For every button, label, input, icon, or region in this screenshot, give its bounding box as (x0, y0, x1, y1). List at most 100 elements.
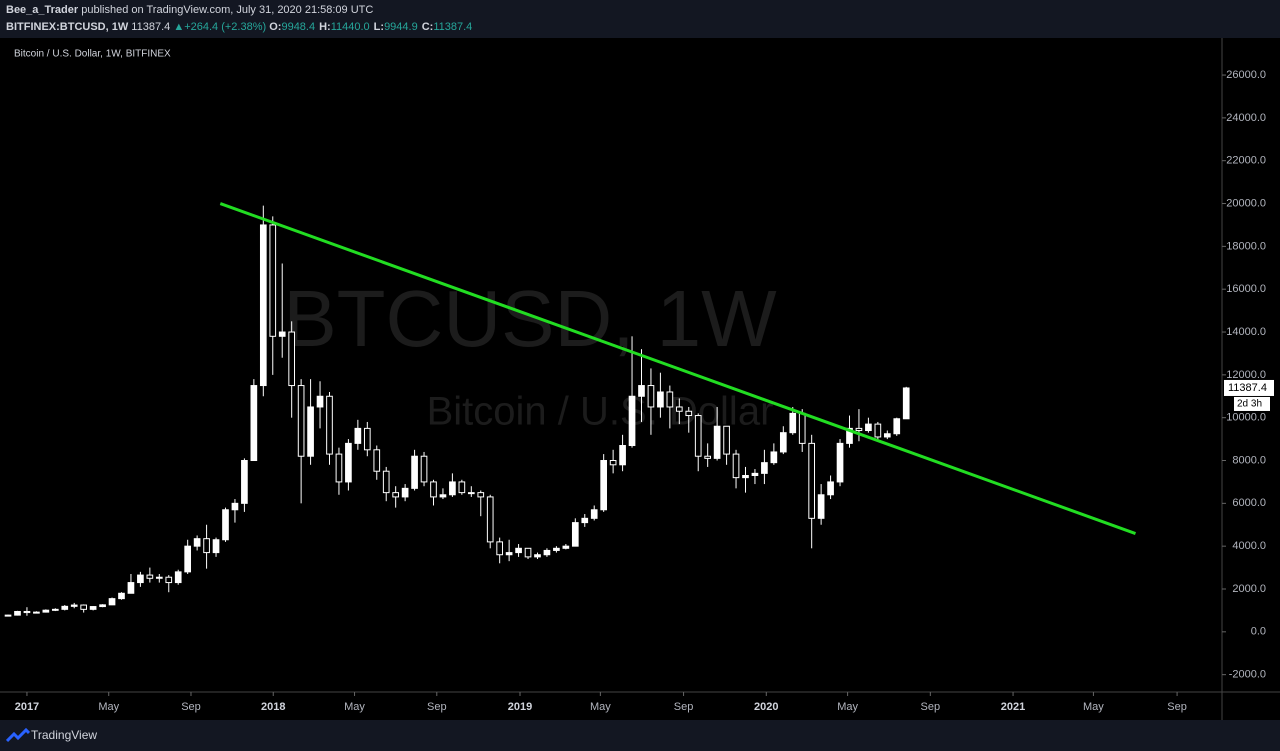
candle-body (723, 425, 730, 455)
y-tick-label: 22000.0 (1226, 155, 1266, 167)
x-tick-label: 2019 (508, 701, 532, 713)
candle-body (477, 492, 485, 498)
candle-body (392, 492, 400, 498)
candle-body (865, 423, 872, 432)
candle-body (553, 547, 560, 551)
x-tick-label: 2020 (754, 701, 778, 713)
ohlc-label: L: (373, 21, 385, 33)
last: 11387.4 (131, 21, 171, 33)
candle-body (269, 224, 277, 337)
candle-body (675, 406, 683, 412)
candle-body (855, 427, 863, 432)
ohlc-label: H: (319, 21, 331, 33)
symbol: BITFINEX:BTCUSD, 1W (6, 21, 129, 33)
y-tick-label: 6000.0 (1232, 497, 1266, 509)
countdown-box (1234, 396, 1270, 411)
candle-body (42, 609, 50, 613)
candle-body (694, 415, 702, 457)
candle-body (80, 604, 88, 610)
candle-body (439, 494, 447, 498)
candle-body (288, 331, 296, 387)
candle-body (449, 481, 456, 496)
candle-body (666, 391, 674, 408)
change: +264.4 (+2.38%) (184, 21, 267, 33)
chart: BTCUSD, 1W Bitcoin / U.S. Dollar Bitcoin… (0, 38, 1280, 720)
countdown: 2d 3h (1237, 399, 1262, 410)
candle-body (297, 385, 305, 457)
author[interactable]: Bee_a_Trader (6, 4, 79, 16)
candles (4, 205, 910, 617)
candle-body (798, 412, 806, 444)
candle-body (382, 470, 390, 494)
published: published on TradingView.com, July 31, 2… (81, 4, 374, 16)
candle-body (467, 492, 475, 495)
arrow: ▲ (173, 21, 185, 33)
candle-body (326, 395, 333, 455)
candle-body (61, 605, 69, 610)
candle-body (316, 395, 324, 408)
y-tick-label: 24000.0 (1226, 112, 1266, 124)
x-tick-label: Sep (181, 701, 201, 713)
candle-body (836, 442, 844, 483)
candle-body (515, 547, 522, 554)
x-tick-label: 2018 (261, 701, 285, 713)
candle-body (486, 496, 494, 543)
candle-body (571, 522, 579, 547)
y-tick-label: 10000.0 (1226, 412, 1266, 424)
candle-body (99, 604, 106, 608)
candle-body (827, 481, 834, 496)
candle-body (278, 331, 286, 337)
candle-body (250, 385, 258, 462)
candle-body (363, 427, 371, 451)
candle-body (770, 451, 778, 464)
candle-body (590, 509, 598, 519)
candle-body (779, 432, 787, 453)
candle-body (458, 481, 466, 494)
candle-body (222, 509, 229, 541)
candle-body (761, 462, 768, 474)
candle-body (307, 406, 314, 457)
candle-body (846, 427, 853, 444)
candle-body (401, 487, 409, 498)
candle-body (146, 574, 154, 579)
trendline (219, 202, 1136, 535)
ohlc-label: C: (421, 21, 434, 33)
candle-body (543, 549, 551, 556)
candle-body (581, 517, 589, 524)
x-tick-label: Sep (1167, 701, 1187, 713)
x-tick-label: May (344, 701, 365, 713)
y-tick-label: 20000.0 (1226, 197, 1266, 209)
header: Bee_a_Trader published on TradingView.co… (0, 0, 1280, 38)
candle-body (193, 538, 201, 547)
y-tick-label: 4000.0 (1232, 540, 1266, 552)
x-tick-label: 2017 (15, 701, 39, 713)
y-tick-label: 8000.0 (1232, 454, 1266, 466)
candle-body (609, 460, 617, 466)
candle-body (420, 455, 428, 483)
x-tick-label: Sep (674, 701, 694, 713)
brand: TradingView (31, 728, 98, 742)
watermark: BTCUSD, 1W (283, 274, 777, 363)
candle-body (704, 455, 712, 459)
candle-body (212, 539, 220, 554)
candle-body (33, 611, 40, 614)
x-tick-label: Sep (427, 701, 447, 713)
candle-body (241, 460, 248, 504)
candle-body (118, 592, 125, 600)
candle-body (524, 547, 532, 558)
candle-body (600, 460, 608, 511)
candle-body (893, 418, 901, 435)
candle-body (155, 576, 163, 579)
ohlc-value: 9948.4 (281, 21, 316, 33)
candle-body (137, 574, 144, 584)
candle-body (628, 395, 636, 447)
candle-body (902, 387, 910, 420)
ohlc-label: O: (269, 21, 282, 33)
y-tick-label: 26000.0 (1226, 69, 1266, 81)
candle-body (505, 552, 513, 556)
y-tick-label: 16000.0 (1226, 283, 1266, 295)
price-tag: 11387.4 (1228, 382, 1267, 394)
candle-body (638, 385, 645, 397)
candle-body (127, 582, 135, 594)
